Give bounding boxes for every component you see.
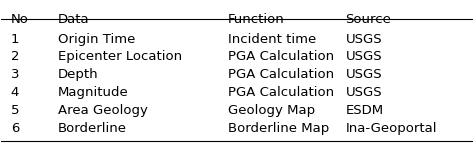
Text: USGS: USGS	[346, 33, 382, 46]
Text: Depth: Depth	[58, 68, 99, 81]
Text: USGS: USGS	[346, 68, 382, 81]
Text: Area Geology: Area Geology	[58, 104, 148, 117]
Text: PGA Calculation: PGA Calculation	[228, 68, 334, 81]
Text: Magnitude: Magnitude	[58, 86, 128, 99]
Text: Source: Source	[346, 13, 391, 26]
Text: ESDM: ESDM	[346, 104, 383, 117]
Text: 1: 1	[11, 33, 19, 46]
Text: No: No	[11, 13, 29, 26]
Text: Epicenter Location: Epicenter Location	[58, 50, 182, 64]
Text: USGS: USGS	[346, 86, 382, 99]
Text: 3: 3	[11, 68, 19, 81]
Text: 6: 6	[11, 122, 19, 135]
Text: Borderline: Borderline	[58, 122, 127, 135]
Text: Data: Data	[58, 13, 90, 26]
Text: Incident time: Incident time	[228, 33, 316, 46]
Text: Origin Time: Origin Time	[58, 33, 135, 46]
Text: 2: 2	[11, 50, 19, 64]
Text: 5: 5	[11, 104, 19, 117]
Text: Function: Function	[228, 13, 284, 26]
Text: Ina-Geoportal: Ina-Geoportal	[346, 122, 437, 135]
Text: 4: 4	[11, 86, 19, 99]
Text: PGA Calculation: PGA Calculation	[228, 50, 334, 64]
Text: PGA Calculation: PGA Calculation	[228, 86, 334, 99]
Text: Borderline Map: Borderline Map	[228, 122, 329, 135]
Text: USGS: USGS	[346, 50, 382, 64]
Text: Geology Map: Geology Map	[228, 104, 315, 117]
